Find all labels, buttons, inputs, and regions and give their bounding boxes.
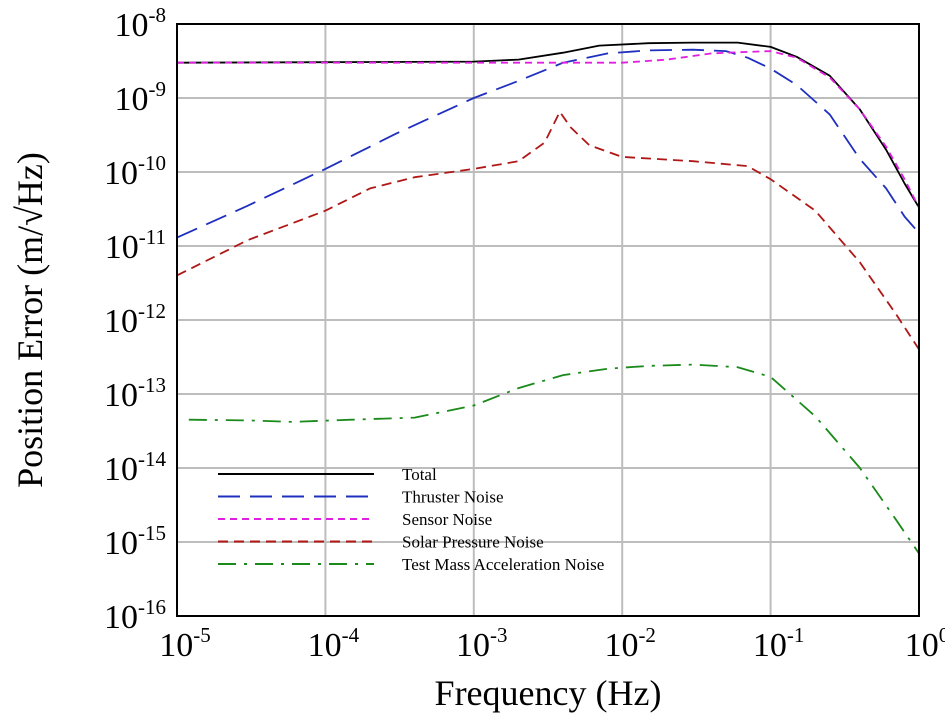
y-axis-title: Position Error (m/√Hz) (10, 152, 50, 488)
y-tick-label: 10-16 (104, 595, 166, 636)
grid (177, 24, 919, 616)
y-tick-label: 10-12 (104, 299, 166, 340)
x-tick-labels: 10-5 10-4 10-3 10-2 10-1 100 (159, 623, 945, 664)
legend-label: Test Mass Acceleration Noise (402, 555, 604, 574)
legend-label: Sensor Noise (402, 510, 492, 529)
y-tick-label: 10-9 (115, 77, 167, 118)
x-tick-label: 10-3 (456, 623, 508, 664)
legend: Total Thruster Noise Sensor Noise Solar Pre… (218, 465, 604, 574)
legend-label: Solar Pressure Noise (402, 533, 544, 552)
legend-label: Thruster Noise (402, 488, 504, 507)
series-line-thruster-noise (176, 48, 920, 239)
y-tick-label: 10-14 (104, 447, 166, 488)
y-tick-label: 10-8 (115, 3, 167, 44)
x-tick-label: 10-2 (604, 623, 656, 664)
series-lines (176, 41, 920, 555)
x-tick-label: 10-1 (753, 623, 805, 664)
y-tick-labels: 10-8 10-9 10-10 10-11 10-12 10-13 10-14 10-15 10… (104, 3, 166, 636)
x-axis-title: Frequency (Hz) (435, 673, 662, 713)
series-line-test-mass-acceleration-noise (188, 363, 920, 555)
series-line-total (176, 41, 920, 209)
x-tick-label: 10-4 (308, 623, 360, 664)
x-tick-label: 100 (905, 623, 945, 664)
plot-frame (176, 23, 920, 617)
y-tick-label: 10-11 (105, 225, 166, 266)
y-tick-label: 10-15 (104, 521, 166, 562)
legend-label: Total (402, 465, 437, 484)
y-tick-label: 10-10 (104, 151, 166, 192)
series-line-sensor-noise (177, 50, 920, 209)
y-tick-label: 10-13 (104, 373, 166, 414)
x-tick-label: 10-5 (159, 623, 211, 664)
series-line-solar-pressure-noise (176, 110, 920, 350)
